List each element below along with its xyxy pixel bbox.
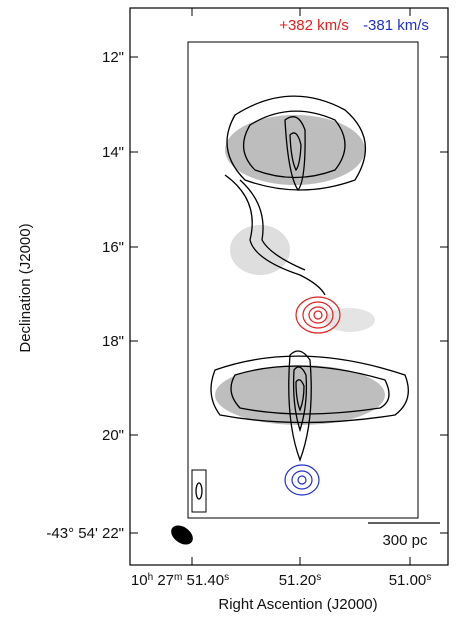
y-tick-label: 12" <box>102 49 124 66</box>
y-tick-label: 20" <box>102 427 124 444</box>
tick-part: 27 <box>153 572 174 589</box>
tick-part: 51.40 <box>182 572 224 589</box>
blue-contours <box>284 464 320 496</box>
y-tick-label: 16" <box>102 239 124 256</box>
x-axis-label: Right Ascention (J2000) <box>218 596 377 613</box>
y-axis-label: Declination (J2000) <box>17 223 34 352</box>
y-tick-label: 14" <box>102 144 124 161</box>
contours <box>191 95 409 513</box>
y-tick-label: -43° 54' 22" <box>46 525 124 542</box>
tick-sup: s <box>224 572 229 583</box>
tick-sup: m <box>174 572 182 583</box>
inner-box <box>187 41 419 519</box>
tick-sup: s <box>426 572 431 583</box>
ticks: 12" 14" 16" 18" 20" -43° 54' 22" 10h 27m 51.40… <box>46 8 448 589</box>
red-contours <box>295 296 341 334</box>
tick-part: 10 <box>131 572 148 589</box>
emission <box>215 115 385 425</box>
tick-sup: h <box>148 572 154 583</box>
tick-part: 51.20 <box>279 572 317 589</box>
tick-sup: s <box>316 572 321 583</box>
beam <box>171 525 193 545</box>
legend-red: +382 km/s <box>279 17 349 34</box>
tick-part: 51.00 <box>389 572 427 589</box>
x-tick-label: 51.00s <box>389 572 432 589</box>
outer-frame <box>129 7 449 566</box>
x-tick-label: 51.20s <box>279 572 322 589</box>
legend-blue: -381 km/s <box>363 17 429 34</box>
scale-label: 300 pc <box>382 532 428 549</box>
x-tick-label: 10h 27m 51.40s <box>131 572 229 589</box>
y-tick-label: 18" <box>102 333 124 350</box>
